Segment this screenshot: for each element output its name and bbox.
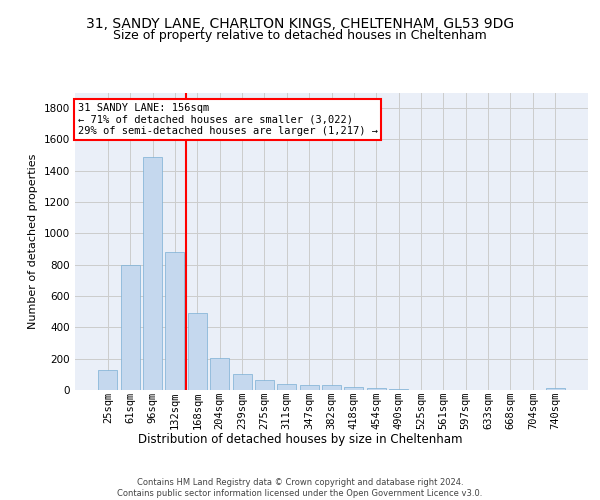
Bar	[322, 386, 341, 390]
Text: Contains HM Land Registry data © Crown copyright and database right 2024.
Contai: Contains HM Land Registry data © Crown c…	[118, 478, 482, 498]
Text: 31, SANDY LANE, CHARLTON KINGS, CHELTENHAM, GL53 9DG: 31, SANDY LANE, CHARLTON KINGS, CHELTENH…	[86, 18, 514, 32]
Bar	[344, 386, 364, 390]
Bar	[98, 370, 118, 390]
Bar	[545, 388, 565, 390]
Bar	[299, 384, 319, 390]
Text: Distribution of detached houses by size in Cheltenham: Distribution of detached houses by size …	[138, 432, 462, 446]
Bar	[255, 380, 274, 390]
Bar	[389, 389, 408, 390]
Bar	[188, 314, 207, 390]
Bar	[233, 374, 251, 390]
Bar	[143, 156, 162, 390]
Bar	[367, 388, 386, 390]
Text: Size of property relative to detached houses in Cheltenham: Size of property relative to detached ho…	[113, 29, 487, 42]
Bar	[210, 358, 229, 390]
Text: 31 SANDY LANE: 156sqm
← 71% of detached houses are smaller (3,022)
29% of semi-d: 31 SANDY LANE: 156sqm ← 71% of detached …	[77, 103, 377, 136]
Bar	[166, 252, 184, 390]
Bar	[277, 384, 296, 390]
Y-axis label: Number of detached properties: Number of detached properties	[28, 154, 38, 329]
Bar	[121, 264, 140, 390]
